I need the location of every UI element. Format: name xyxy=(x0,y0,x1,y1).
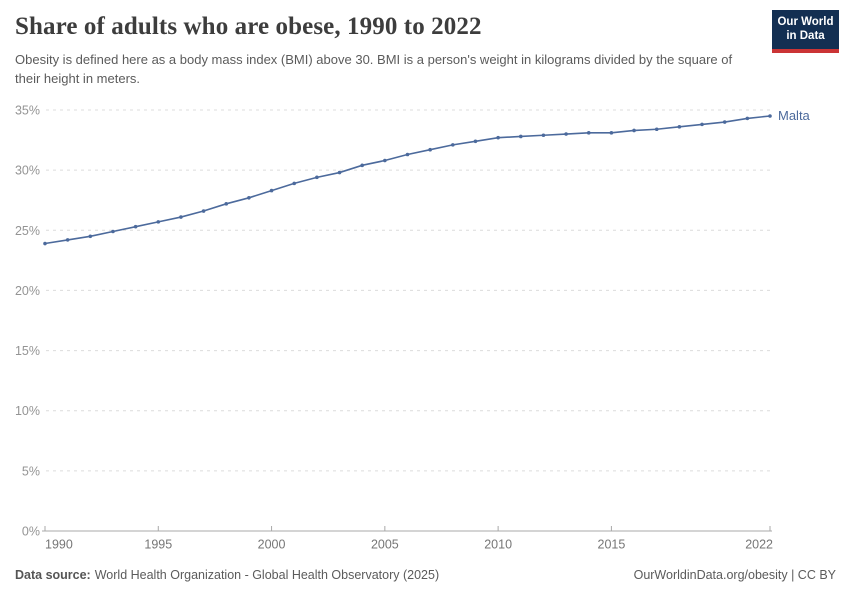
y-tick-label-10: 10% xyxy=(15,404,40,418)
data-point-1991[interactable] xyxy=(65,238,70,242)
data-point-2017[interactable] xyxy=(654,127,659,132)
data-point-1992[interactable] xyxy=(88,234,93,239)
y-tick-label-0: 0% xyxy=(22,525,40,539)
y-tick-label-5: 5% xyxy=(22,464,40,478)
x-tick-label-2015: 2015 xyxy=(598,538,626,552)
data-line-malta[interactable] xyxy=(44,115,771,245)
data-point-2016[interactable] xyxy=(632,128,636,133)
data-source-label: Data source: xyxy=(15,568,91,582)
y-tick-label-20: 20% xyxy=(15,284,40,298)
chart-subtitle: Obesity is defined here as a body mass i… xyxy=(15,52,733,86)
data-point-2004[interactable] xyxy=(360,163,364,168)
obesity-line-chart[interactable]: 0% 5% 10% 15% 20% 25% 30% 35% 1990 1995 2000 2005 20… xyxy=(0,100,850,560)
data-point-1994[interactable] xyxy=(133,224,138,229)
chart-footer: Data source: World Health Organization - … xyxy=(15,568,836,582)
data-point-2014[interactable] xyxy=(586,131,591,135)
x-tick-label-2022: 2022 xyxy=(745,538,773,552)
data-point-1998[interactable] xyxy=(224,202,229,206)
y-tick-label-35: 35% xyxy=(15,104,40,118)
data-point-2000[interactable] xyxy=(269,188,274,193)
data-point-2001[interactable] xyxy=(292,181,297,186)
x-tick-label-1995: 1995 xyxy=(144,538,172,552)
y-tick-label-15: 15% xyxy=(15,344,40,358)
data-point-2019[interactable] xyxy=(700,122,704,127)
x-tick-label-2000: 2000 xyxy=(258,538,286,552)
owid-logo: Our World in Data xyxy=(772,10,839,53)
data-point-2010[interactable] xyxy=(496,135,500,140)
page-title: Share of adults who are obese, 1990 to 2… xyxy=(15,13,482,40)
series-label-malta[interactable]: Malta xyxy=(778,108,811,123)
data-point-2003[interactable] xyxy=(337,170,342,175)
y-tick-label-30: 30% xyxy=(15,164,40,178)
owid-url-link[interactable]: OurWorldinData.org/obesity | CC BY xyxy=(633,568,836,582)
data-point-1999[interactable] xyxy=(247,196,251,200)
x-tick-label-1990: 1990 xyxy=(45,538,73,552)
x-tick-label-2010: 2010 xyxy=(484,538,512,552)
data-point-2022[interactable] xyxy=(768,114,772,118)
data-point-2015[interactable] xyxy=(609,131,614,135)
owid-logo-line2: in Data xyxy=(786,30,825,43)
data-point-1993[interactable] xyxy=(111,229,115,234)
data-source-text: World Health Organization - Global Healt… xyxy=(94,568,440,582)
data-point-2007[interactable] xyxy=(428,147,432,152)
data-point-1990[interactable] xyxy=(43,241,47,246)
data-source: Data source: World Health Organization - … xyxy=(15,568,439,582)
data-point-2005[interactable] xyxy=(383,158,387,163)
data-point-2002[interactable] xyxy=(315,175,319,180)
data-point-2009[interactable] xyxy=(473,139,478,144)
x-tick-label-2005: 2005 xyxy=(371,538,399,552)
data-point-2020[interactable] xyxy=(722,120,727,124)
owid-logo-line1: Our World xyxy=(777,16,834,28)
data-point-2018[interactable] xyxy=(677,125,682,129)
data-points-malta[interactable] xyxy=(43,114,772,246)
data-point-1995[interactable] xyxy=(156,220,161,224)
data-point-2008[interactable] xyxy=(451,143,455,147)
data-point-2011[interactable] xyxy=(518,134,523,139)
data-point-2013[interactable] xyxy=(564,132,568,136)
data-point-1996[interactable] xyxy=(179,215,183,219)
data-point-1997[interactable] xyxy=(201,209,206,213)
data-point-2021[interactable] xyxy=(745,116,750,121)
data-point-2012[interactable] xyxy=(541,133,546,138)
y-tick-label-25: 25% xyxy=(15,224,40,238)
data-point-2006[interactable] xyxy=(405,152,410,157)
